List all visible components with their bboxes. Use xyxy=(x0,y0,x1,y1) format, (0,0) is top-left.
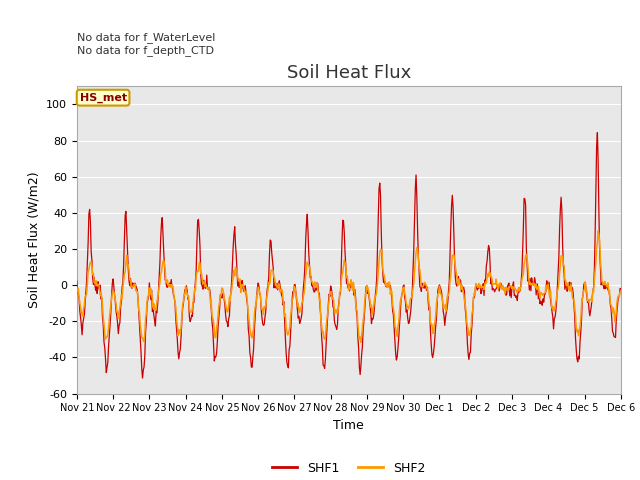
SHF2 xyxy=(394,324,402,330)
Line: SHF2: SHF2 xyxy=(77,231,621,342)
SHF2 xyxy=(617,289,625,295)
Y-axis label: Soil Heat Flux (W/m2): Soil Heat Flux (W/m2) xyxy=(28,172,40,308)
SHF1 xyxy=(341,249,349,255)
SHF1 xyxy=(593,130,601,135)
SHF2 xyxy=(448,262,456,268)
SHF2 xyxy=(568,288,575,294)
SHF1 xyxy=(568,285,575,290)
Text: HS_met: HS_met xyxy=(79,93,127,103)
X-axis label: Time: Time xyxy=(333,419,364,432)
Legend: SHF1, SHF2: SHF1, SHF2 xyxy=(267,456,431,480)
SHF1 xyxy=(448,203,456,209)
SHF2 xyxy=(73,285,81,290)
SHF2 xyxy=(595,228,602,234)
SHF1 xyxy=(73,278,81,284)
SHF2 xyxy=(340,257,348,263)
SHF2 xyxy=(193,274,200,279)
Title: Soil Heat Flux: Soil Heat Flux xyxy=(287,64,411,82)
SHF1 xyxy=(139,375,147,381)
SHF1 xyxy=(617,286,625,291)
Line: SHF1: SHF1 xyxy=(77,132,621,378)
SHF1 xyxy=(394,346,402,351)
SHF2 xyxy=(216,299,223,305)
SHF1 xyxy=(193,239,201,245)
SHF1 xyxy=(216,292,224,298)
Text: No data for f_WaterLevel
No data for f_depth_CTD: No data for f_WaterLevel No data for f_d… xyxy=(77,33,215,56)
SHF2 xyxy=(357,339,365,345)
